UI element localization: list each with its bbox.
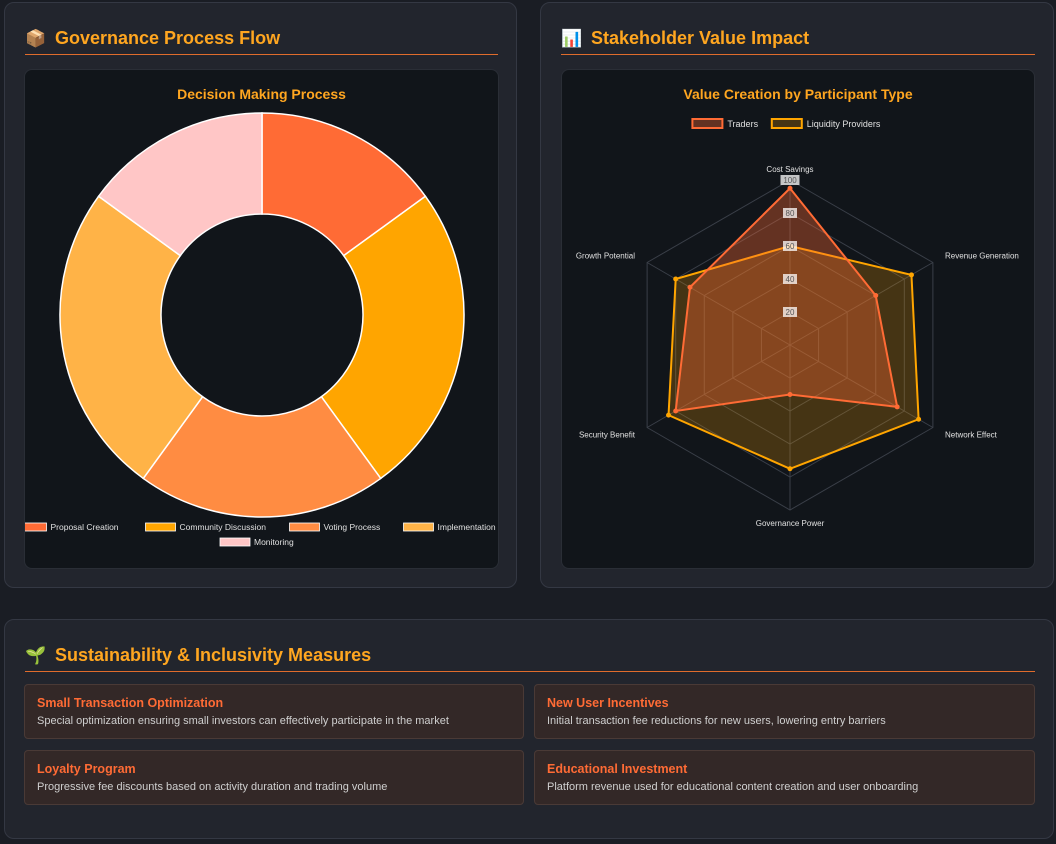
radar-spoke <box>789 344 934 428</box>
legend-swatch <box>25 522 47 532</box>
radar-point[interactable] <box>916 416 922 422</box>
radar-point[interactable] <box>687 284 693 290</box>
legend-swatch <box>691 118 724 129</box>
card-title: New User Incentives <box>547 696 669 710</box>
doughnut-slice[interactable] <box>59 195 204 480</box>
card-small-transaction: Small Transaction Optimization Special o… <box>24 684 524 739</box>
legend-label: Implementation <box>438 522 496 532</box>
legend-swatch <box>219 537 251 547</box>
radar-point[interactable] <box>894 404 900 410</box>
radar-tick-label: 40 <box>786 275 795 284</box>
seedling-icon: 🌱 <box>25 646 47 665</box>
radar-chart-container: Value Creation by Participant Type 20 40 6… <box>561 69 1035 569</box>
card-title: Loyalty Program <box>37 762 136 776</box>
card-loyalty: Loyalty Program Progressive fee discount… <box>24 750 524 805</box>
stakeholder-header: 📊 Stakeholder Value Impact <box>561 23 1035 55</box>
radar-axis-label: Revenue Generation <box>945 252 1019 261</box>
doughnut-chart-container: Decision Making Process Proposal Creatio… <box>24 69 499 569</box>
radar-axis-label: Security Benefit <box>579 431 636 440</box>
card-desc: Initial transaction fee reductions for n… <box>547 715 886 727</box>
package-icon: 📦 <box>25 29 47 48</box>
card-desc: Special optimization ensuring small inve… <box>37 715 449 727</box>
sustainability-title: Sustainability & Inclusivity Measures <box>55 645 372 665</box>
radar-tick-label: 20 <box>786 308 795 317</box>
radar-tick-bg <box>783 208 797 218</box>
governance-panel: 📦 Governance Process Flow Decision Makin… <box>4 2 517 588</box>
sustainability-header: 🌱 Sustainability & Inclusivity Measures <box>25 640 1035 672</box>
radar-chart: 20 40 60 80 100 Cost Savings Revenue Generatio… <box>576 118 1019 528</box>
radar-axis-label: Network Effect <box>945 431 998 440</box>
radar-spoke <box>789 262 934 346</box>
legend-swatch <box>770 118 803 129</box>
legend-swatch <box>289 522 320 532</box>
radar-series-area <box>674 186 899 413</box>
radar-point[interactable] <box>673 408 679 414</box>
doughnut-slice[interactable] <box>97 112 263 257</box>
radar-tick-bg <box>780 175 800 185</box>
card-educational: Educational Investment Platform revenue … <box>534 750 1035 805</box>
radar-spoke <box>646 344 791 428</box>
radar-point[interactable] <box>873 293 879 298</box>
radar-axis-label: Growth Potential <box>576 252 635 261</box>
doughnut-chart-title: Decision Making Process <box>177 86 346 102</box>
legend-swatch <box>403 522 434 532</box>
legend-label: Voting Process <box>324 522 381 532</box>
radar-tick-bg <box>783 241 797 251</box>
legend-label: Proposal Creation <box>51 522 119 532</box>
radar-point[interactable] <box>787 466 793 472</box>
stakeholder-title: Stakeholder Value Impact <box>591 28 810 48</box>
legend-label: Traders <box>727 119 758 129</box>
legend-swatch <box>145 522 176 532</box>
legend-label: Liquidity Providers <box>807 119 881 129</box>
card-desc: Progressive fee discounts based on activ… <box>37 781 388 793</box>
radar-axis-label: Governance Power <box>756 519 825 528</box>
card-new-user: New User Incentives Initial transaction … <box>534 684 1035 739</box>
card-title: Educational Investment <box>547 762 688 776</box>
radar-tick-label: 100 <box>783 176 797 185</box>
radar-spoke <box>646 262 791 346</box>
radar-tick-bg <box>783 307 797 317</box>
governance-header: 📦 Governance Process Flow <box>25 23 498 55</box>
radar-tick-label: 80 <box>786 209 795 218</box>
radar-tick-label: 60 <box>786 242 795 251</box>
stakeholder-panel: 📊 Stakeholder Value Impact Value Creatio… <box>540 2 1054 588</box>
legend-label: Monitoring <box>254 537 294 547</box>
radar-axis-label: Cost Savings <box>766 165 813 174</box>
card-desc: Platform revenue used for educational co… <box>547 781 919 793</box>
sustainability-panel: 🌱 Sustainability & Inclusivity Measures … <box>4 619 1054 839</box>
doughnut-slice[interactable] <box>142 395 382 518</box>
card-title: Small Transaction Optimization <box>37 696 224 710</box>
radar-point[interactable] <box>666 412 672 418</box>
radar-point[interactable] <box>908 272 914 278</box>
legend-label: Community Discussion <box>180 522 267 532</box>
bar-chart-icon: 📊 <box>561 29 583 48</box>
governance-title: Governance Process Flow <box>55 28 281 48</box>
doughnut-slice[interactable] <box>320 195 465 480</box>
radar-point[interactable] <box>673 276 679 282</box>
doughnut-slice[interactable] <box>261 112 427 257</box>
doughnut-chart: Proposal Creation Community Discussion Vot… <box>25 112 496 547</box>
radar-point[interactable] <box>787 185 793 191</box>
radar-chart-title: Value Creation by Participant Type <box>683 86 913 102</box>
radar-tick-bg <box>783 274 797 284</box>
radar-point[interactable] <box>787 392 793 397</box>
